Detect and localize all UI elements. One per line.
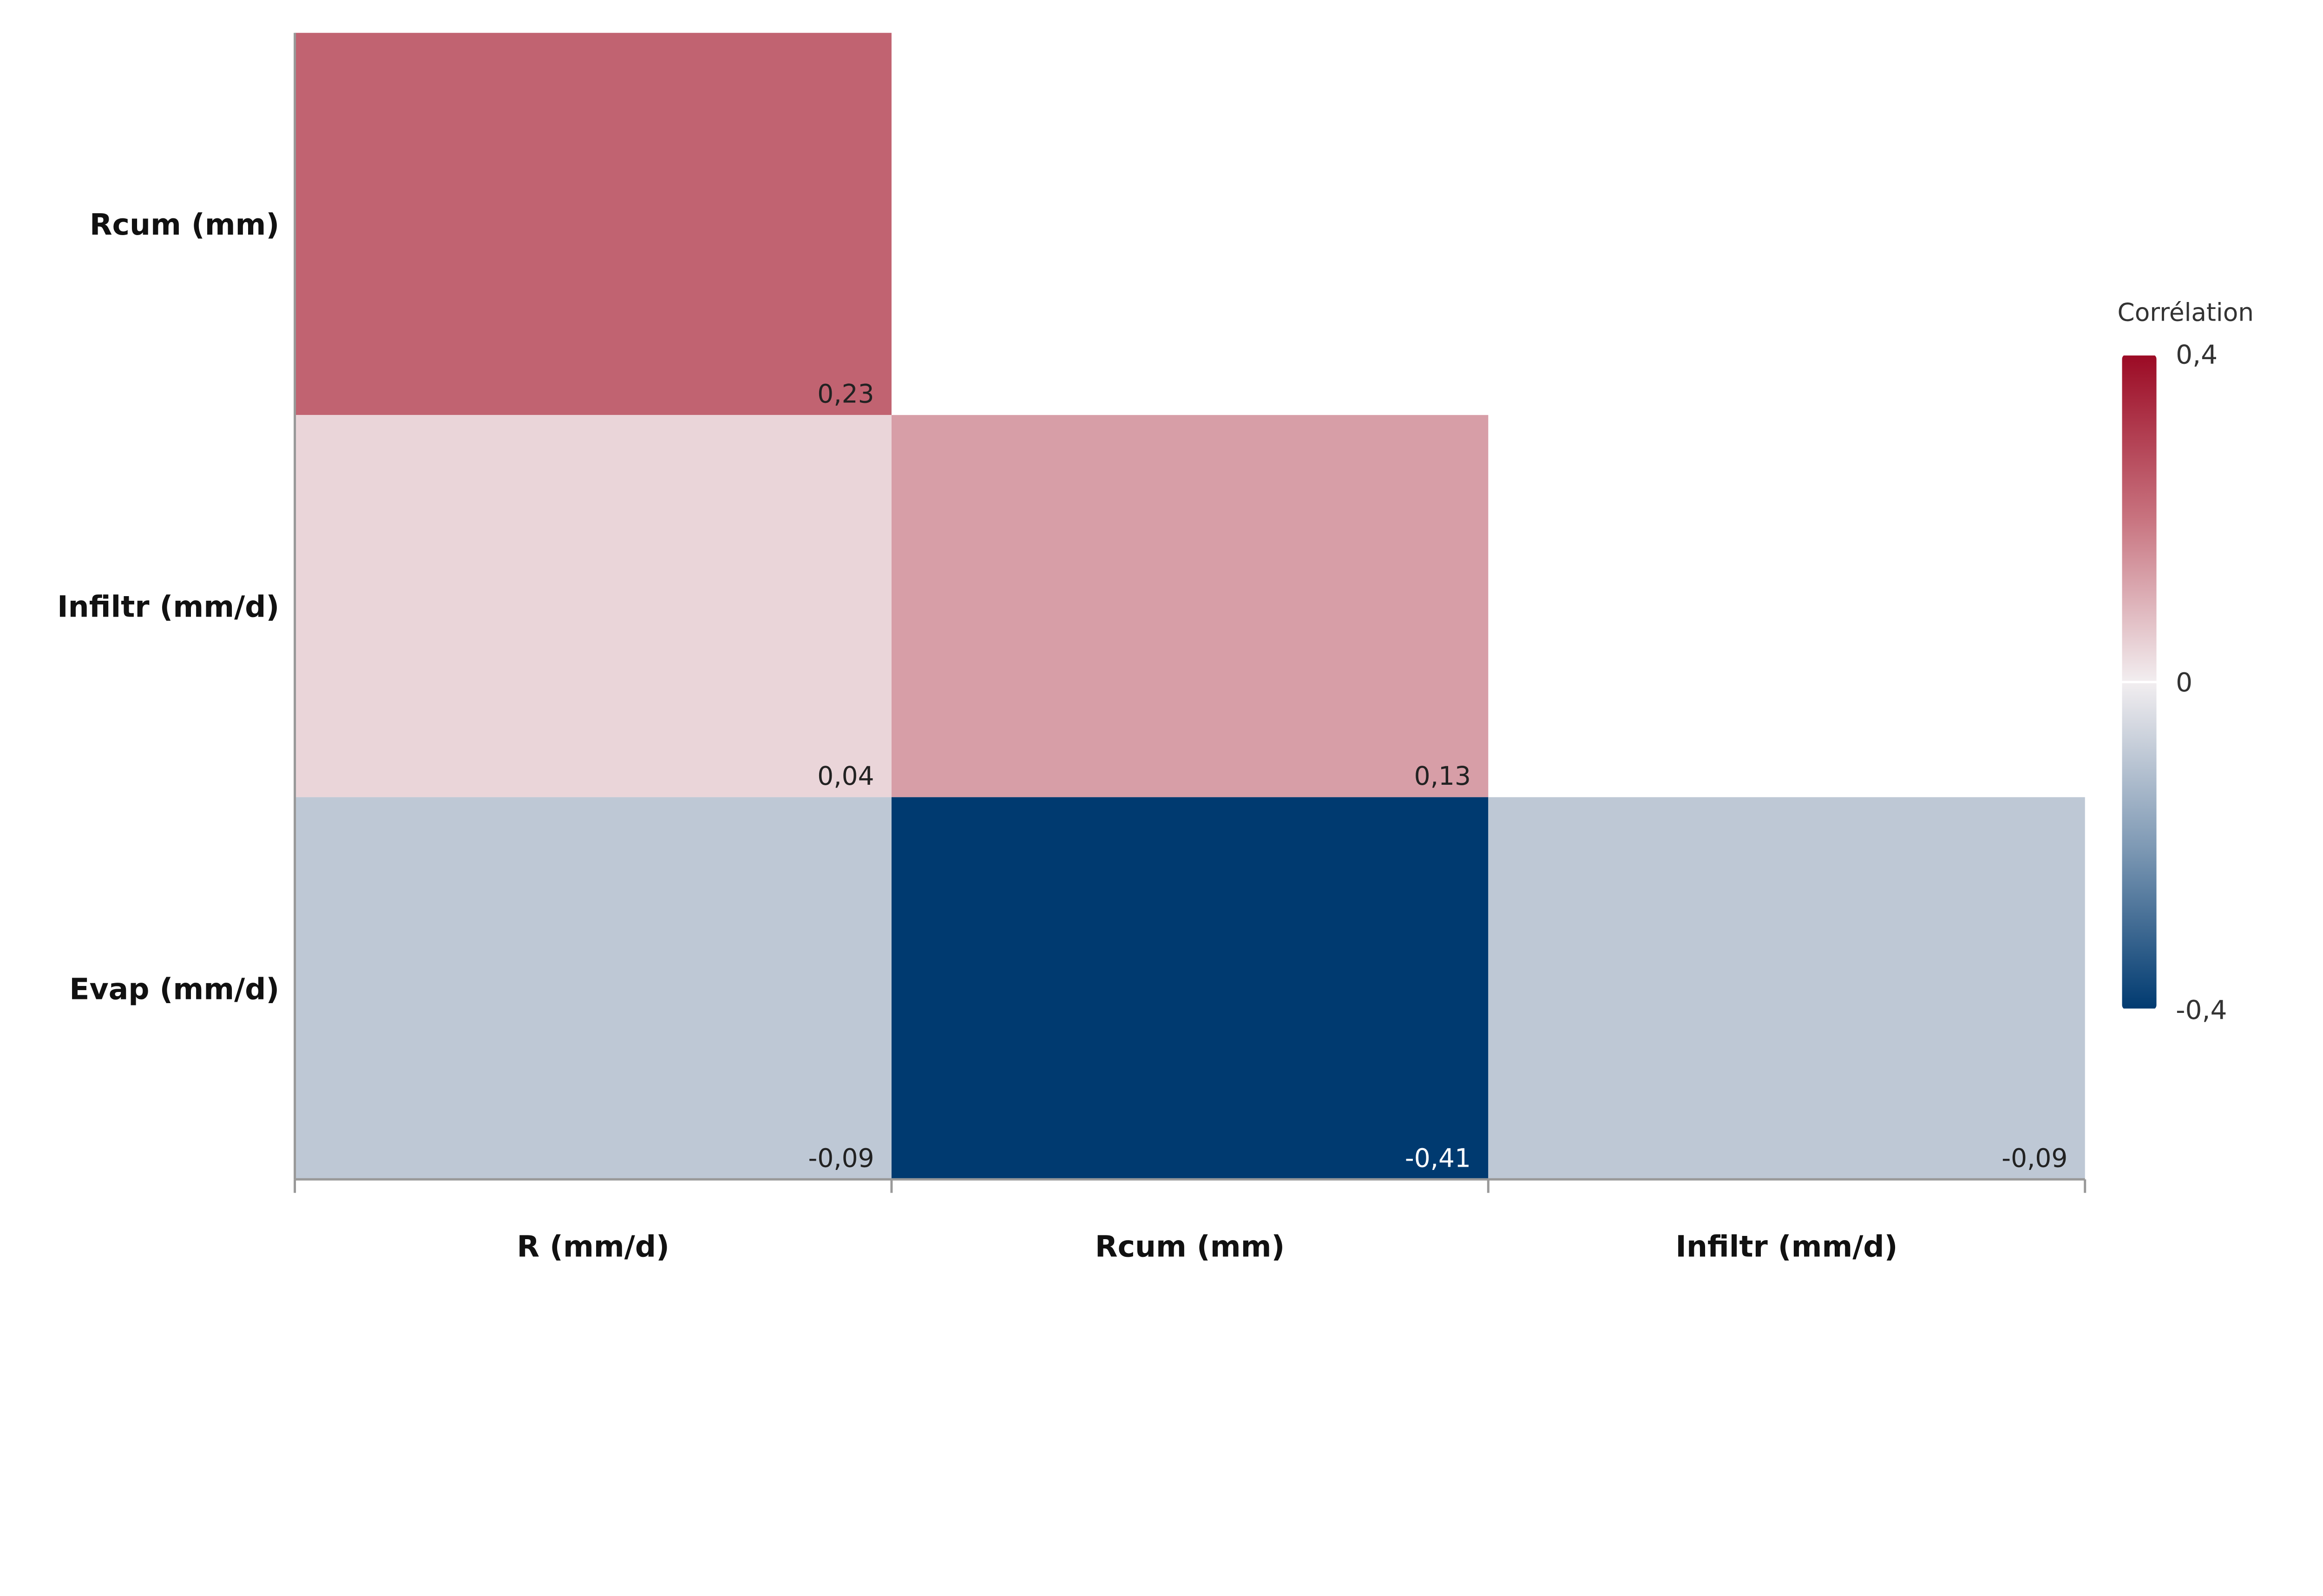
colorbar-tick-label: -0,4: [2176, 995, 2227, 1025]
heatmap-cell: [295, 33, 892, 415]
cell-value-label: 0,13: [1414, 761, 1471, 791]
cell-value-label: -0,09: [808, 1143, 874, 1173]
colorbar-tick-label: 0: [2176, 668, 2192, 698]
correlation-heatmap: 0,23 0,04 0,13 -0,09 -0,41 -0,09 R (mm/d) Rcum…: [57, 33, 2254, 1264]
colorbar-title: Corrélation: [2118, 298, 2254, 327]
heatmap-cell: [891, 415, 1489, 797]
heatmap-cell: [1488, 797, 2085, 1180]
cell-value-label: 0,23: [817, 379, 874, 409]
heatmap-cell: [295, 415, 892, 797]
heatmap-cell: [891, 797, 1489, 1180]
x-tick-label: R (mm/d): [517, 1229, 669, 1264]
heatmap-axes: R (mm/d) Rcum (mm) Infiltr (mm/d) Rcum (mm)…: [57, 33, 2087, 1264]
heatmap-cell: [295, 797, 892, 1180]
colorbar-tick-label: 0,4: [2176, 340, 2218, 370]
cell-value-label: 0,04: [817, 761, 874, 791]
x-tick-label: Rcum (mm): [1095, 1229, 1285, 1264]
colorbar-legend: Corrélation 0,4 0 -0,4: [2118, 298, 2254, 1025]
y-tick-label: Evap (mm/d): [69, 972, 279, 1006]
cell-value-label: -0,09: [2001, 1143, 2067, 1173]
x-tick-label: Infiltr (mm/d): [1675, 1229, 1897, 1264]
cell-value-label: -0,41: [1405, 1143, 1471, 1173]
y-tick-label: Infiltr (mm/d): [57, 590, 279, 624]
y-tick-label: Rcum (mm): [90, 207, 279, 242]
heatmap-cells: 0,23 0,04 0,13 -0,09 -0,41 -0,09: [295, 33, 2085, 1180]
